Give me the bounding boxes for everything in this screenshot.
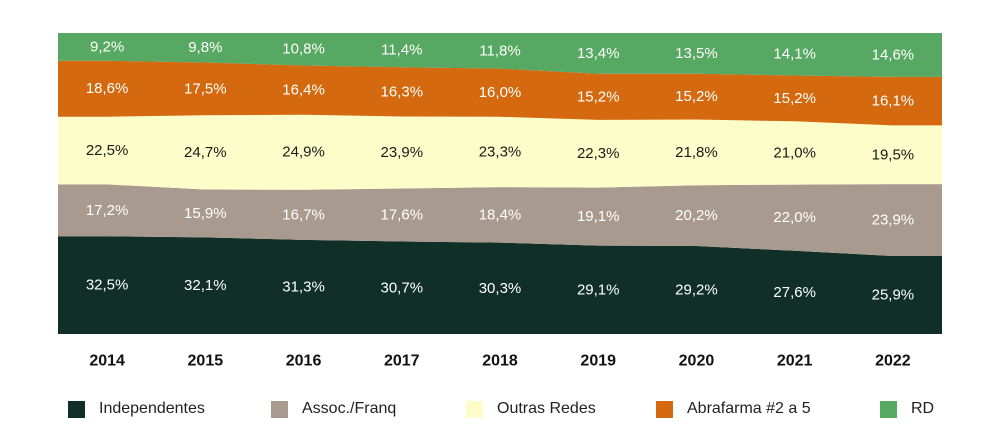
legend-label: RD [911,400,935,417]
legend-item: Abrafarma #2 a 5 [656,394,811,424]
data-label: 25,9% [872,287,915,304]
data-label: 18,4% [479,206,522,223]
data-label: 11,4% [381,42,422,59]
legend-item: Independentes [68,394,205,424]
data-label: 17,2% [86,202,129,219]
data-label: 22,5% [86,142,129,159]
data-label: 18,6% [86,80,129,97]
legend-item: Assoc./Franq [271,394,396,424]
legend: Independentes Assoc./Franq Outras Redes Abr… [0,394,1000,424]
x-tick-label: 2019 [580,353,616,370]
data-label: 23,9% [381,144,424,161]
data-label: 9,2% [90,38,124,55]
data-label: 31,3% [282,278,325,295]
data-label: 24,7% [184,144,227,161]
data-label: 27,6% [773,284,816,301]
data-label: 24,9% [282,144,325,161]
legend-label: Assoc./Franq [302,400,397,417]
data-label: 21,8% [675,144,718,161]
x-tick-label: 2018 [482,353,518,370]
data-label: 22,3% [577,145,620,162]
x-axis-tick-labels: 2014 2015 2016 2017 2018 2019 2020 2021 2022 [89,353,910,370]
area-independentes [58,236,942,334]
data-label: 32,1% [184,277,227,294]
data-label: 21,0% [773,144,816,161]
x-tick-label: 2020 [679,353,715,370]
legend-swatch [271,400,288,418]
data-label: 16,3% [381,83,424,100]
data-label: 14,6% [872,46,915,63]
data-label: 13,4% [577,45,620,62]
stacked-area-chart: 32,5% 32,1% 31,3% 30,7% 30,3% 29,1% 29,2% 27,6%… [58,33,942,370]
data-label: 16,1% [872,93,915,110]
x-tick-label: 2022 [875,353,911,370]
data-label: 15,9% [184,205,227,222]
data-label: 17,6% [381,206,424,223]
legend-item: Outras Redes [466,394,596,424]
data-label: 30,3% [479,280,522,297]
data-label: 15,2% [577,88,620,105]
data-label: 16,7% [282,206,325,223]
data-label: 16,0% [479,84,522,101]
legend-label: Independentes [99,400,205,417]
area-layers [58,33,942,334]
area-abrafarma-2-a-5 [58,60,942,126]
data-label: 20,2% [675,207,718,224]
data-label: 30,7% [381,279,424,296]
data-label: 29,1% [577,281,620,298]
data-label: 11,8% [479,42,520,59]
data-label: 10,8% [282,41,325,58]
legend-item: RD [880,394,934,424]
x-tick-label: 2016 [286,353,322,370]
data-label: 19,1% [577,208,620,225]
data-label: 23,9% [872,212,915,229]
data-label: 17,5% [184,80,227,97]
legend-swatch [880,400,897,418]
data-label: 15,2% [773,90,816,107]
x-tick-label: 2015 [188,353,224,370]
x-tick-label: 2014 [89,353,125,370]
data-label: 9,8% [188,39,222,56]
data-label: 32,5% [86,277,129,294]
area-rd [58,33,942,77]
data-label: 14,1% [773,46,816,63]
data-label: 29,2% [675,282,718,299]
legend-swatch [68,400,85,418]
legend-swatch [656,400,673,418]
legend-label: Outras Redes [497,400,596,417]
x-tick-label: 2017 [384,353,420,370]
data-label: 16,4% [282,82,325,99]
data-label: 22,0% [773,209,816,226]
legend-swatch [466,400,483,418]
data-label: 13,5% [675,45,718,62]
data-labels: 32,5% 32,1% 31,3% 30,7% 30,3% 29,1% 29,2% 27,6%… [86,38,914,303]
data-label: 15,2% [675,88,718,105]
area-outras-redes [58,114,942,190]
data-label: 19,5% [872,146,915,163]
data-label: 23,3% [479,143,522,160]
legend-label: Abrafarma #2 a 5 [687,400,811,417]
area-assoc-franq [58,184,942,256]
x-tick-label: 2021 [777,353,813,370]
